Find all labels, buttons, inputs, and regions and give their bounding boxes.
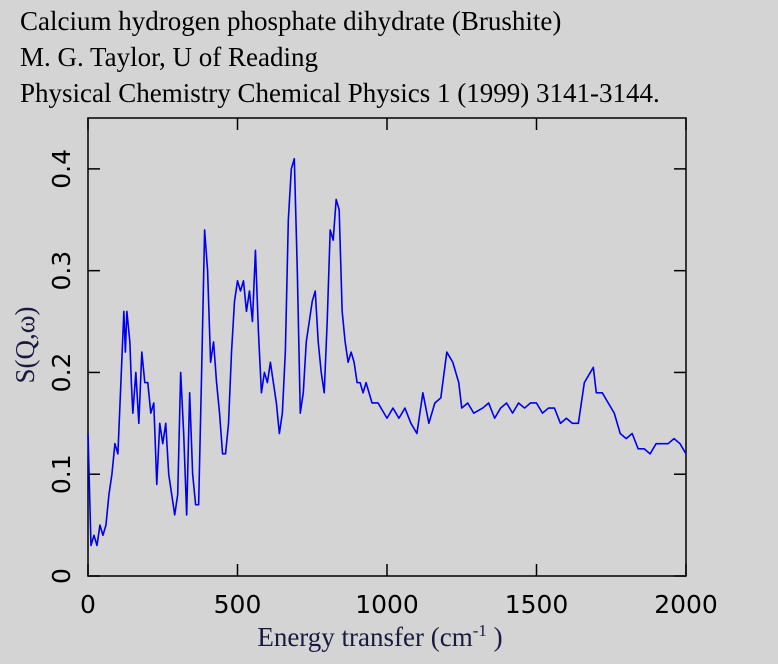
y-tick-label: 0 xyxy=(47,568,76,584)
y-tick-label: 0.4 xyxy=(47,149,76,189)
y-tick-label: 0.1 xyxy=(47,454,76,494)
y-axis-label: S(Q,ω) xyxy=(10,306,40,383)
x-label-superscript: -1 xyxy=(473,621,487,640)
y-tick-label: 0.2 xyxy=(47,353,76,393)
x-axis-label: Energy transfer (cm-1 ) xyxy=(257,621,502,652)
y-tick-label: 0.3 xyxy=(47,251,76,291)
x-tick-label: 0 xyxy=(80,590,96,619)
x-tick-label: 1500 xyxy=(505,590,569,619)
x-tick-label: 500 xyxy=(214,590,262,619)
data-line xyxy=(87,157,687,547)
title-line: Calcium hydrogen phosphate dihydrate (Br… xyxy=(20,6,561,36)
title-line: M. G. Taylor, U of Reading xyxy=(20,42,318,72)
x-label-text: Energy transfer (cm xyxy=(257,622,472,652)
x-tick-label: 2000 xyxy=(654,590,718,619)
x-tick-label: 1000 xyxy=(355,590,419,619)
title-line: Physical Chemistry Chemical Physics 1 (1… xyxy=(20,78,660,108)
x-label-suffix: ) xyxy=(487,622,503,652)
